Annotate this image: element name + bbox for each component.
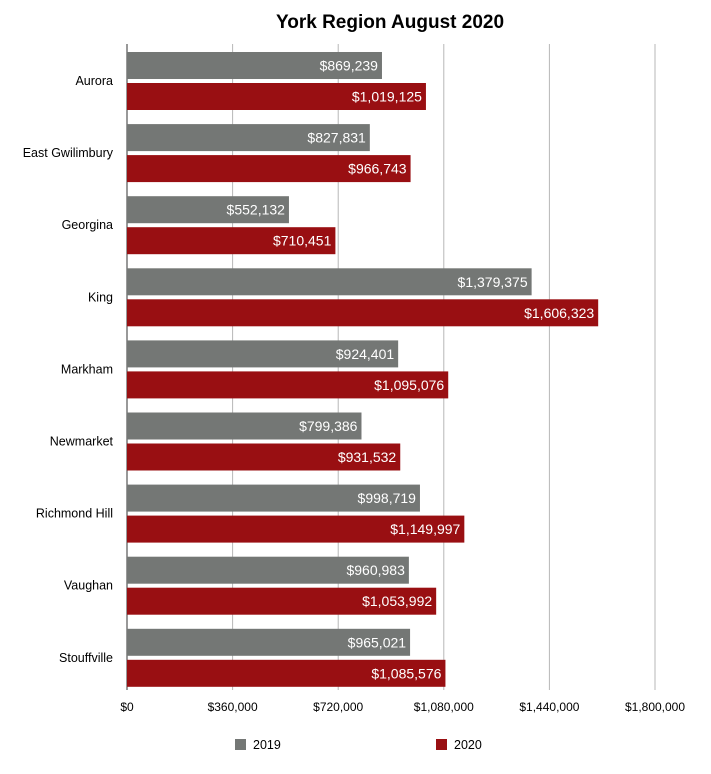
bar	[127, 83, 426, 110]
bar-value-label: $827,831	[307, 130, 366, 146]
bar-value-label: $869,239	[320, 58, 379, 74]
bar	[127, 628, 411, 656]
legend-swatch	[235, 739, 246, 750]
bar	[127, 124, 370, 152]
bar	[127, 371, 449, 399]
x-tick-label: $1,080,000	[414, 700, 474, 714]
bar	[127, 556, 409, 584]
bar-value-label: $1,053,992	[362, 593, 432, 609]
bar-value-label: $1,019,125	[352, 89, 422, 105]
category-label: Newmarket	[50, 435, 114, 449]
legend-label: 2019	[253, 738, 281, 752]
bar-value-label: $960,983	[346, 562, 405, 578]
bar	[127, 484, 420, 512]
chart-title: York Region August 2020	[276, 12, 504, 33]
category-label: Stouffville	[59, 651, 113, 665]
legend: 2019 2020	[235, 738, 482, 752]
bar-value-label: $998,719	[358, 490, 417, 506]
legend-label: 2020	[454, 738, 482, 752]
bar	[127, 443, 401, 471]
bar-value-label: $965,021	[348, 634, 407, 650]
category-label: Richmond Hill	[36, 507, 113, 521]
bar-value-label: $1,095,076	[374, 377, 444, 393]
bar	[127, 515, 465, 543]
bar	[127, 196, 289, 224]
x-tick-label: $0	[120, 700, 134, 714]
bar-value-label: $1,149,997	[390, 521, 460, 537]
bar	[127, 155, 411, 183]
category-label: Georgina	[62, 218, 113, 232]
bar-value-label: $1,379,375	[458, 274, 528, 290]
bar-value-label: $1,606,323	[524, 305, 594, 321]
category-label: Aurora	[75, 74, 113, 88]
category-labels: Aurora East Gwilimbury Georgina King Markham…	[23, 74, 114, 665]
category-label: Vaughan	[64, 579, 113, 593]
bar-value-label: $710,451	[273, 233, 332, 249]
x-axis: $0 $360,000 $720,000 $1,080,000 $1,440,000 $1…	[120, 44, 685, 714]
bar	[127, 268, 532, 296]
bar	[127, 52, 382, 79]
category-label: East Gwilimbury	[23, 146, 114, 160]
bars: $869,239 $1,019,125 $827,831 $966,743 $552,1…	[127, 52, 599, 687]
bar	[127, 227, 336, 255]
bar	[127, 299, 599, 327]
bar	[127, 340, 399, 368]
bar-value-label: $799,386	[299, 418, 358, 434]
bar-value-label: $931,532	[338, 449, 397, 465]
x-tick-label: $720,000	[313, 700, 363, 714]
x-tick-label: $1,800,000	[625, 700, 685, 714]
bar	[127, 587, 437, 615]
bar-value-label: $966,743	[348, 161, 407, 177]
bar-value-label: $552,132	[227, 202, 286, 218]
legend-swatch	[436, 739, 447, 750]
bar	[127, 659, 446, 687]
category-label: Markham	[61, 362, 113, 376]
bar	[127, 412, 362, 440]
category-label: King	[88, 290, 113, 304]
bar-value-label: $924,401	[336, 346, 395, 362]
bar-value-label: $1,085,576	[371, 665, 441, 681]
x-tick-label: $360,000	[208, 700, 258, 714]
x-tick-label: $1,440,000	[519, 700, 579, 714]
